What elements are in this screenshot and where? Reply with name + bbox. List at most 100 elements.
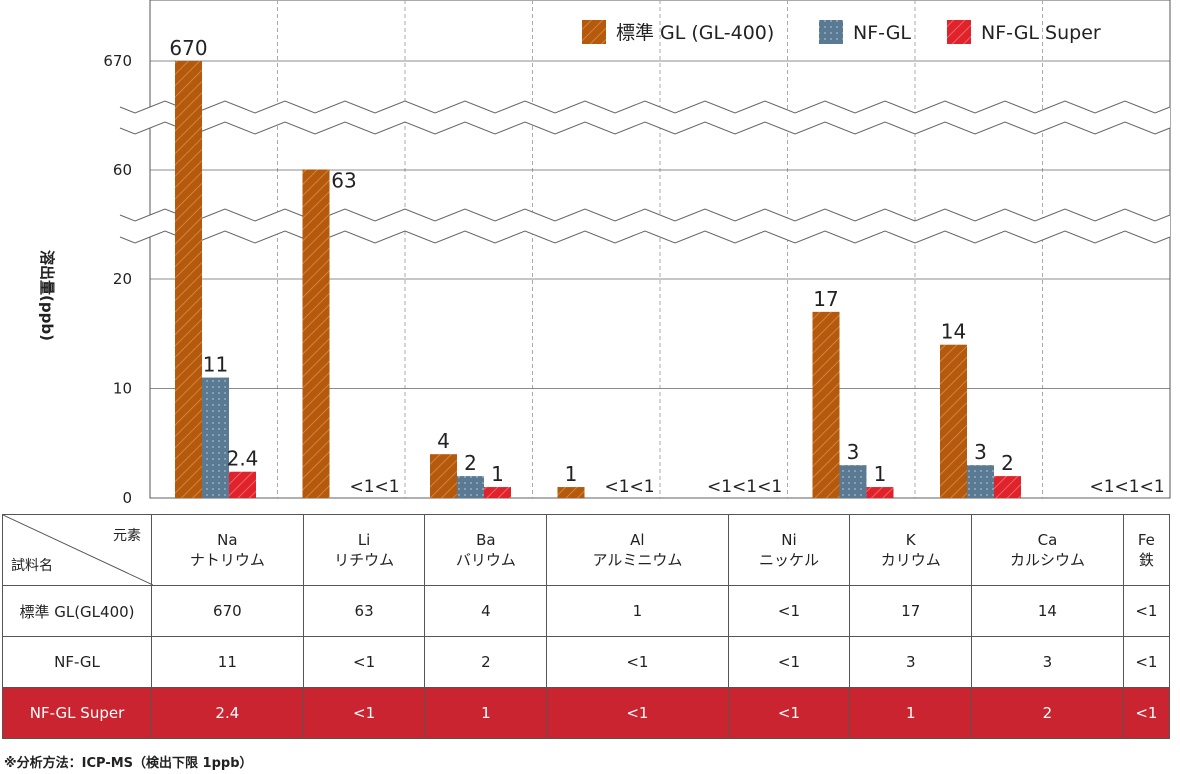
table-cell: 4: [424, 585, 548, 637]
data-label: 11: [203, 353, 228, 377]
column-header: Ni ニッケル: [727, 514, 851, 586]
y-tick-label: 20: [113, 270, 132, 288]
data-table: 元素 試料名 Na ナトリウム Li リチウム Ba バリウム Al アルミニウム Ni…: [2, 514, 1171, 739]
element-name: ニッケル: [758, 550, 819, 569]
table-row-highlight: NF-GL Super 2.4 <1 1 <1 <1 1 2 <1: [2, 687, 1171, 739]
data-label-below-limit: <1<1: [605, 477, 655, 497]
table-cell: <1: [302, 687, 426, 739]
bar-na-s2: [229, 471, 256, 498]
bar-na-s0: [175, 61, 202, 498]
table-row: 標準 GL(GL400) 670 63 4 1 <1 17 14 <1: [2, 585, 1171, 637]
element-symbol: Ba: [476, 530, 496, 549]
element-symbol: Ni: [781, 530, 797, 549]
legend-label: 標準 GL (GL-400): [616, 22, 774, 44]
table-corner: 元素 試料名: [2, 514, 153, 586]
data-label: 2: [1001, 451, 1014, 475]
table-cell: <1: [546, 636, 729, 688]
table-cell: 17: [849, 585, 973, 637]
table-cell: 2: [971, 687, 1124, 739]
y-tick-label: 670: [103, 52, 132, 70]
bar-ca-s1: [967, 465, 994, 498]
y-tick-label: 0: [122, 489, 132, 507]
table-cell: 1: [849, 687, 973, 739]
footnote: ※分析方法：ICP-MS（検出下限 1ppb）: [4, 756, 253, 771]
data-label: 670: [169, 36, 207, 60]
bar-k-s1: [839, 465, 867, 498]
axis-break-line: [119, 230, 1171, 244]
table-cell: 11: [151, 636, 304, 688]
legend-label: NF-GL: [853, 22, 911, 44]
column-header: Ca カルシウム: [971, 514, 1124, 586]
column-header: Fe 鉄: [1122, 514, 1171, 586]
table-cell: <1: [302, 636, 426, 688]
table-header-row: 元素 試料名 Na ナトリウム Li リチウム Ba バリウム Al アルミニウム Ni…: [2, 514, 1171, 586]
column-header: Li リチウム: [302, 514, 426, 586]
data-label: 1: [491, 462, 504, 486]
element-symbol: K: [905, 530, 916, 549]
column-header: Al アルミニウム: [546, 514, 729, 586]
bar-na-s1: [202, 377, 229, 498]
table-cell: 3: [849, 636, 973, 688]
element-symbol: Al: [630, 530, 645, 549]
element-name: バリウム: [455, 550, 516, 569]
table-cell: <1: [1122, 687, 1171, 739]
table-cell: <1: [727, 585, 851, 637]
data-label: 1: [565, 462, 578, 486]
column-header: K カリウム: [849, 514, 973, 586]
element-symbol: Ca: [1037, 530, 1058, 549]
data-label-below-limit: <1<1<1: [707, 477, 782, 497]
element-name: カリウム: [880, 550, 941, 569]
table-cell: <1: [1122, 585, 1171, 637]
element-name: ナトリウム: [189, 550, 265, 569]
row-label: NF-GL: [2, 636, 152, 688]
axis-break-line: [119, 100, 1171, 114]
y-axis-label: 溶出量(ppb): [38, 250, 56, 341]
row-label: 標準 GL(GL400): [2, 585, 152, 637]
bar-ba-s1: [457, 476, 484, 498]
corner-top-label: 元素: [113, 528, 141, 544]
y-tick-label: 10: [113, 380, 132, 398]
column-header: Ba バリウム: [424, 514, 548, 586]
table-cell: 1: [424, 687, 548, 739]
data-label: 2: [464, 451, 477, 475]
bar-k-s2: [866, 487, 894, 498]
data-label: 17: [813, 287, 838, 311]
legend-swatch: [819, 20, 843, 44]
element-name: カルシウム: [1009, 550, 1085, 569]
table-cell: 1: [546, 585, 729, 637]
element-symbol: Na: [217, 530, 238, 549]
table-cell: 3: [971, 636, 1124, 688]
table-cell: 670: [151, 585, 304, 637]
legend-label: NF-GL Super: [981, 22, 1101, 44]
data-label: 3: [847, 440, 860, 464]
element-name: アルミニウム: [592, 550, 683, 569]
data-label: 14: [941, 320, 966, 344]
data-label: 1: [874, 462, 887, 486]
data-label: 2.4: [227, 447, 259, 471]
bar-k-s0: [812, 311, 840, 498]
element-symbol: Fe: [1137, 530, 1155, 549]
data-label: 4: [437, 429, 450, 453]
corner-bottom-label: 試料名: [11, 558, 53, 574]
data-label: 3: [974, 440, 987, 464]
bar-li-s0: [302, 169, 330, 498]
bar-ba-s0: [430, 454, 457, 498]
row-label: NF-GL Super: [2, 687, 152, 739]
axis-break-line: [119, 121, 1171, 135]
table-cell: <1: [727, 687, 851, 739]
column-header: Na ナトリウム: [151, 514, 304, 586]
bar-al-s0: [557, 487, 585, 498]
table-cell: 2: [424, 636, 548, 688]
data-label: 63: [331, 168, 356, 192]
table-cell: <1: [1122, 636, 1171, 688]
axis-breaks: [119, 100, 1171, 244]
element-name: リチウム: [334, 550, 395, 569]
data-label-below-limit: <1<1<1: [1090, 477, 1165, 497]
axis-break-line: [119, 208, 1171, 222]
table-cell: <1: [727, 636, 851, 688]
axis-break-band: [120, 209, 1170, 243]
table-row: NF-GL 11 <1 2 <1 <1 3 3 <1: [2, 636, 1171, 688]
axis-break-band: [120, 101, 1170, 134]
y-tick-labels: 0 10 20 60 670: [103, 52, 132, 507]
table-cell: <1: [546, 687, 729, 739]
